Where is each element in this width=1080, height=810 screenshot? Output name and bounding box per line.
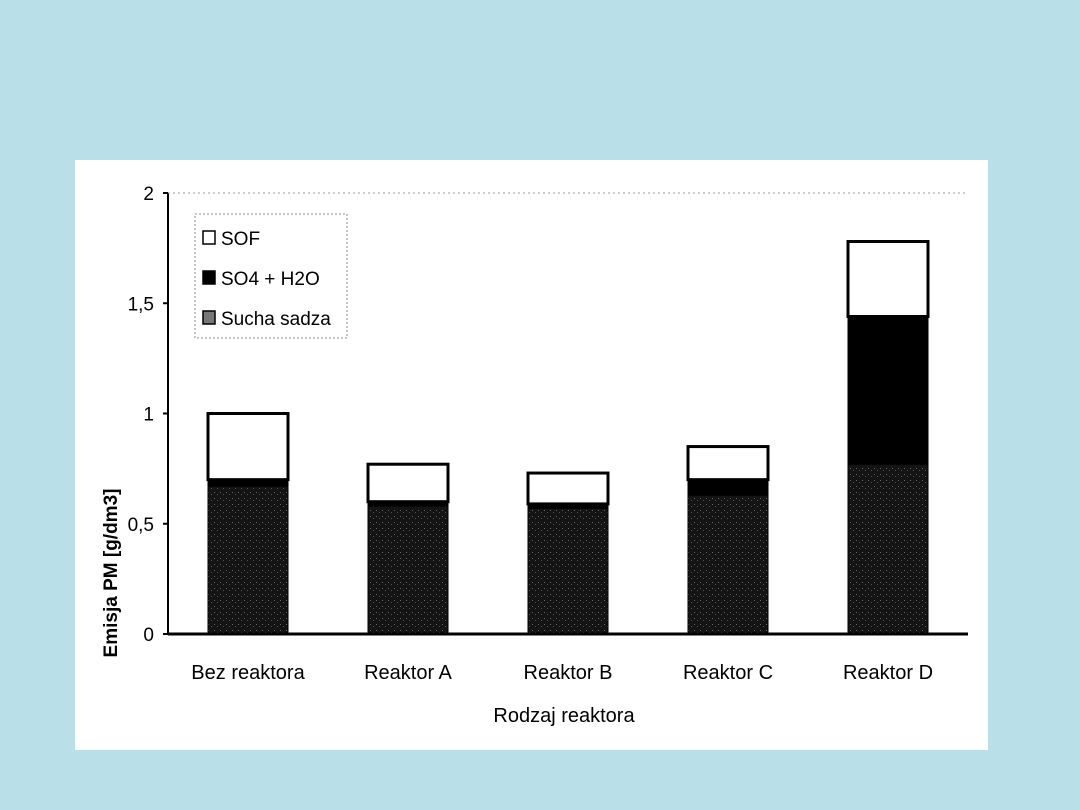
legend-box	[194, 213, 348, 339]
legend: SOF SO4 + H2O Sucha sadza	[194, 213, 348, 339]
bar-segment-so4-h2o	[847, 315, 929, 465]
legend-label: Sucha sadza	[221, 309, 331, 330]
bar-segment-sucha-sadza	[367, 505, 449, 635]
x-tick-label: Reaktor D	[843, 662, 933, 684]
bar-segment-sof	[206, 412, 290, 482]
x-axis-label: Rodzaj reaktora	[493, 705, 635, 727]
chart-panel: 0 0,5 1 1,5 2 Bez reaktora Reaktor A Reaktor B R…	[75, 160, 988, 750]
y-tick-label: 1,5	[128, 294, 154, 315]
x-tick-label: Reaktor A	[364, 662, 452, 684]
legend-label: SOF	[221, 229, 260, 250]
bar-segment-sucha-sadza	[207, 485, 289, 635]
x-tick-label: Bez reaktora	[191, 662, 305, 684]
bar-segment-sof	[526, 471, 610, 506]
bar-segment-so4-h2o	[687, 479, 769, 496]
stacked-bar-chart: 0 0,5 1 1,5 2 Bez reaktora Reaktor A Reaktor B R…	[101, 184, 968, 727]
y-axis-label: Emisja PM [g/dm3]	[101, 489, 122, 658]
y-tick-label: 0,5	[128, 515, 154, 536]
x-tick-label: Reaktor B	[524, 662, 613, 684]
legend-label: SO4 + H2O	[221, 269, 320, 290]
legend-swatch	[202, 270, 216, 285]
bar-segment-sof	[846, 240, 930, 318]
bar-segment-sof	[686, 445, 770, 482]
y-tick-label: 1	[143, 405, 154, 426]
x-tick-label: Reaktor C	[683, 662, 773, 684]
bar-segment-sof	[366, 462, 450, 504]
y-tick-label: 0	[143, 625, 154, 646]
bar-segment-sucha-sadza	[687, 494, 769, 635]
bar-segment-sucha-sadza	[527, 507, 609, 635]
legend-swatch	[202, 230, 216, 245]
legend-swatch	[202, 310, 216, 325]
y-tick-label: 2	[143, 184, 154, 205]
bar-segment-sucha-sadza	[847, 463, 929, 635]
